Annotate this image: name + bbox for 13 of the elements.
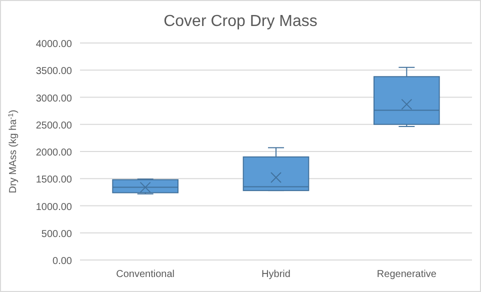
y-tick-label: 2000.00 xyxy=(36,148,72,158)
x-tick-label: Conventional xyxy=(116,269,175,280)
x-tick-label: Hybrid xyxy=(262,269,290,280)
y-tick-label: 500.00 xyxy=(41,228,72,240)
y-tick-label: 3000.00 xyxy=(36,93,72,104)
chart-title: Cover Crop Dry Mass xyxy=(164,13,318,30)
x-tick-label: Regenerative xyxy=(376,269,437,280)
y-tick-label: 1000.00 xyxy=(36,202,72,213)
y-tick-label: 4000.00 xyxy=(36,39,72,50)
y-tick-label: 1500.00 xyxy=(36,174,72,186)
y-tick-label: 3500.00 xyxy=(36,66,72,78)
y-tick-label: 2500.00 xyxy=(36,120,72,132)
y-tick-label: 0.00 xyxy=(52,256,72,267)
